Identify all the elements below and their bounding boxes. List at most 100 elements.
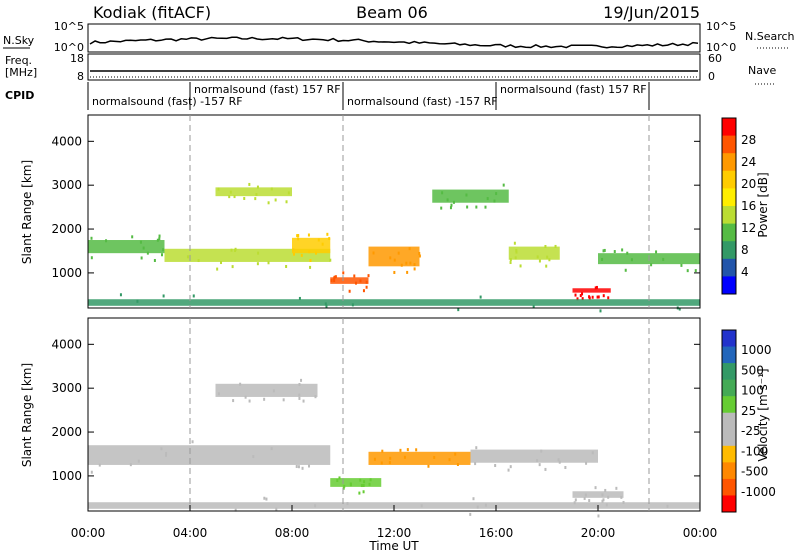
nave-label: Nave [748,64,776,77]
data-speckle [282,398,285,402]
data-speckle [274,198,277,202]
data-speckle [297,237,300,241]
data-speckle [119,293,122,297]
range-tick-label: 2000 [51,222,82,236]
data-speckle [581,297,584,301]
freq-tick-top: 18 [70,52,84,65]
data-speckle [162,294,165,298]
colorbar-segment [722,346,736,364]
data-speckle [363,480,366,484]
velocity-heatmap [88,378,700,518]
time-tick-label: 08:00 [275,526,310,540]
data-speckle [536,459,539,463]
colorbar-segment [722,170,736,189]
data-speckle [328,237,331,241]
time-tick-label: 12:00 [377,526,412,540]
data-speckle [596,295,599,299]
data-speckle [624,268,627,272]
data-speckle [441,191,444,195]
data-speckle [191,440,194,444]
data-speckle [544,244,547,248]
data-speckle [509,258,512,262]
data-band [88,445,331,465]
data-speckle [420,504,423,508]
data-speckle [400,263,403,267]
data-band [88,299,700,306]
data-speckle [588,296,591,300]
data-speckle [457,308,460,312]
data-band [572,288,611,293]
data-speckle [509,465,512,469]
data-speckle [369,478,372,482]
data-speckle [494,464,497,468]
data-speckle [373,457,376,461]
data-speckle [267,201,270,205]
data-speckle [597,514,600,518]
data-speckle [380,461,383,465]
colorbar-tick-label: 16 [741,199,756,213]
data-speckle [257,251,260,255]
data-speckle [554,244,557,248]
range-tick-label: 2000 [51,425,82,439]
data-speckle [514,256,517,260]
data-speckle [136,299,139,303]
data-speckle [234,247,237,251]
freq-tick-bottom: 8 [77,70,84,83]
data-speckle [90,470,93,474]
data-speckle [538,259,541,263]
data-speckle [275,507,278,511]
data-speckle [197,259,200,263]
data-speckle [601,257,604,261]
data-speckle [230,248,233,252]
data-speckle [544,467,547,471]
data-speckle [601,499,604,503]
data-speckle [413,263,416,267]
colorbar-segment [722,258,736,277]
data-speckle [413,267,416,271]
colorbar-segment [722,495,736,513]
colorbar-tick-label: 24 [741,155,756,169]
time-tick-label: 04:00 [173,526,208,540]
data-speckle [301,466,304,470]
data-speckle [484,205,487,209]
data-speckle [558,460,561,464]
cpid-segment-label: normalsound (fast) -157 RF [347,95,498,108]
data-speckle [433,455,436,459]
data-speckle [613,250,616,254]
data-speckle [139,240,142,244]
data-speckle [372,251,375,255]
data-speckle [591,295,594,299]
data-speckle [343,484,346,488]
data-speckle [585,461,588,465]
data-speckle [256,262,259,266]
power-cbar-label: Power [dB] [756,172,770,237]
data-speckle [349,482,352,486]
data-speckle [162,248,165,252]
cpid-segment-label: normalsound (fast) 157 RF [500,83,647,96]
data-speckle [342,486,345,490]
date-label: 19/Jun/2015 [603,3,700,22]
data-speckle [581,292,584,296]
sky-right-tick-bottom: 10^0 [706,41,736,54]
data-speckle [408,247,411,251]
data-speckle [297,465,300,469]
data-speckle [607,495,610,499]
data-speckle [358,491,361,495]
data-speckle [694,269,697,273]
data-speckle [599,309,602,313]
data-speckle [348,289,351,293]
data-speckle [507,468,510,472]
colorbar-tick-label: -100 [741,444,768,458]
data-speckle [140,256,143,260]
data-speckle [308,464,311,468]
data-speckle [418,254,421,258]
data-speckle [440,206,443,210]
data-speckle [452,200,455,204]
data-speckle [397,251,400,255]
sky-left-label: N.Sky [3,34,35,47]
data-speckle [270,447,273,451]
data-speckle [456,463,459,467]
data-speckle [406,448,409,452]
velocity-axes: 4000 3000 2000 1000 [51,318,700,511]
freq-label: Freq. [5,54,32,67]
